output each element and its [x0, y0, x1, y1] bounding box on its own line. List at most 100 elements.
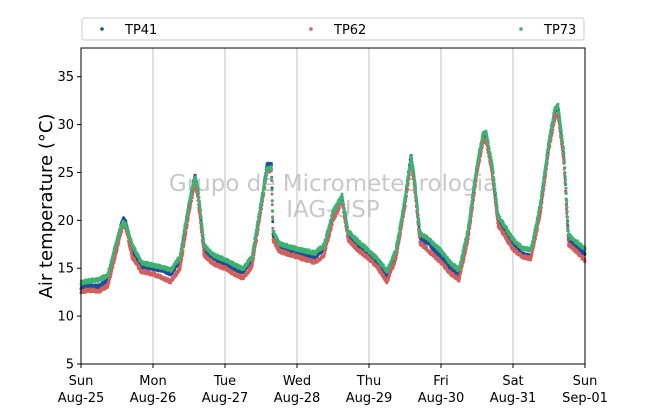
data-point: [271, 226, 275, 230]
data-point: [269, 165, 273, 169]
data-point: [250, 255, 254, 259]
data-point: [197, 192, 200, 196]
data-point: [330, 223, 334, 227]
data-point: [482, 141, 486, 145]
data-point: [566, 238, 570, 242]
data-point: [178, 255, 182, 259]
data-point: [323, 251, 327, 255]
data-point: [127, 230, 130, 234]
data-point: [270, 203, 274, 207]
data-point: [270, 188, 274, 192]
data-point: [172, 266, 175, 270]
data-point: [190, 192, 193, 196]
data-point: [261, 191, 265, 195]
data-point: [265, 171, 268, 175]
data-point: [251, 251, 255, 255]
data-point: [251, 247, 255, 251]
data-point: [109, 273, 113, 277]
data-point: [326, 238, 330, 242]
data-point: [251, 261, 254, 265]
data-point: [464, 246, 468, 250]
data-point: [130, 251, 133, 255]
data-point: [255, 227, 259, 231]
data-point: [198, 200, 201, 204]
data-point: [202, 248, 205, 252]
data-point: [271, 215, 274, 219]
data-point: [200, 226, 204, 230]
data-point: [201, 228, 204, 232]
data-point: [382, 274, 386, 278]
data-point: [270, 192, 274, 196]
data-point: [270, 176, 274, 180]
data-point: [124, 223, 128, 227]
data-point: [254, 235, 257, 239]
data-point: [178, 266, 182, 270]
data-point: [271, 217, 275, 221]
data-point: [258, 207, 262, 211]
data-point: [201, 234, 205, 238]
data-point: [259, 200, 263, 204]
data-point: [180, 247, 183, 251]
data-point: [181, 240, 185, 244]
data-point: [196, 187, 200, 191]
data-point: [262, 187, 266, 191]
watermark-line-1: Grupo de Micrometeorologia: [169, 171, 497, 197]
data-point: [460, 264, 464, 268]
data-point: [202, 237, 205, 241]
watermark: Grupo de Micrometeorologia IAG-USP: [169, 171, 497, 223]
data-point: [129, 248, 133, 252]
data-point: [179, 262, 183, 266]
data-point: [117, 241, 121, 245]
data-point: [110, 269, 114, 273]
data-point: [271, 220, 275, 224]
data-point: [202, 239, 206, 243]
data-point: [258, 210, 262, 214]
data-point: [115, 239, 119, 243]
data-point: [496, 218, 499, 222]
series-tp73: [79, 102, 587, 286]
data-point: [115, 248, 119, 251]
data-point: [200, 223, 204, 227]
data-point: [220, 255, 224, 259]
data-point: [270, 199, 274, 203]
data-point: [108, 266, 112, 270]
data-point: [198, 202, 202, 206]
data-point: [457, 279, 461, 283]
data-point: [198, 205, 202, 209]
data-point: [510, 244, 514, 248]
data-point: [182, 233, 186, 237]
data-point: [199, 209, 202, 213]
data-point: [354, 244, 357, 248]
data-point: [111, 265, 115, 269]
data-point: [133, 247, 137, 251]
data-point: [271, 209, 274, 213]
data-point: [459, 271, 463, 275]
data-point: [255, 224, 259, 228]
data-point: [112, 261, 116, 265]
data-point: [270, 167, 273, 171]
data-point: [322, 253, 326, 257]
data-point: [116, 236, 120, 240]
data-point: [260, 195, 264, 199]
data-point: [197, 196, 201, 200]
data-point: [337, 206, 341, 210]
data-point: [394, 256, 398, 260]
data-point: [126, 227, 130, 231]
data-point: [254, 232, 258, 236]
data-point: [183, 229, 186, 233]
data-point: [107, 281, 111, 285]
data-point: [199, 216, 203, 220]
data-point: [243, 266, 246, 270]
data-point: [194, 177, 198, 181]
data-point: [117, 232, 121, 236]
data-point: [186, 207, 190, 211]
data-point: [458, 275, 462, 279]
grid-lines: [152, 48, 514, 364]
data-point: [391, 265, 395, 269]
data-point: [179, 251, 183, 255]
data-point: [112, 252, 116, 256]
data-point: [253, 241, 256, 245]
data-points: [79, 102, 587, 295]
data-point: [272, 229, 276, 233]
